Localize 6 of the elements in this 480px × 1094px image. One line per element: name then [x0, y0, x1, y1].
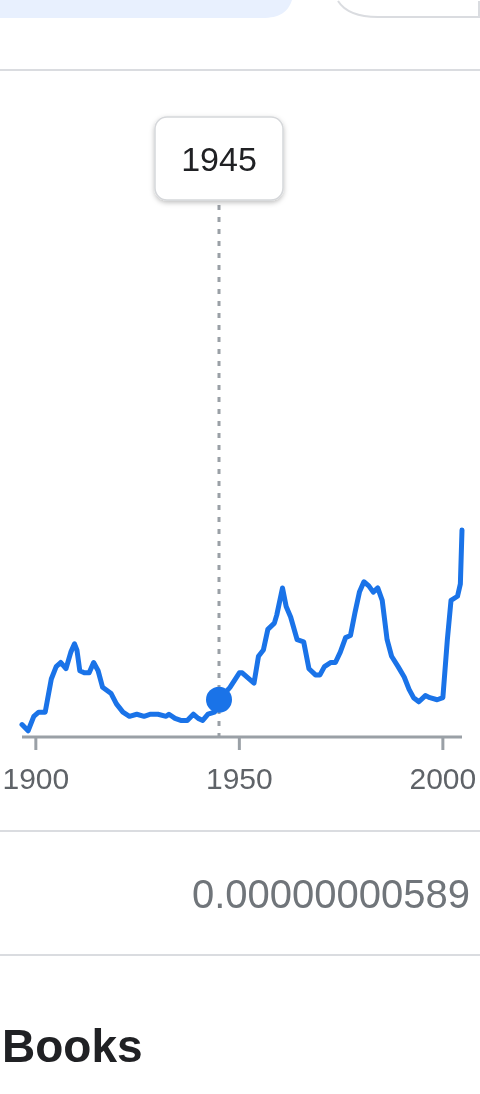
ref-line-label: 1945	[181, 140, 257, 178]
x-tick-label: 1950	[205, 762, 273, 795]
text: Books	[2, 1020, 143, 1072]
text: 0.00000000589	[191, 872, 470, 916]
x-tick-label: 2000	[409, 762, 477, 795]
x-tick-label: 1900	[2, 762, 70, 795]
